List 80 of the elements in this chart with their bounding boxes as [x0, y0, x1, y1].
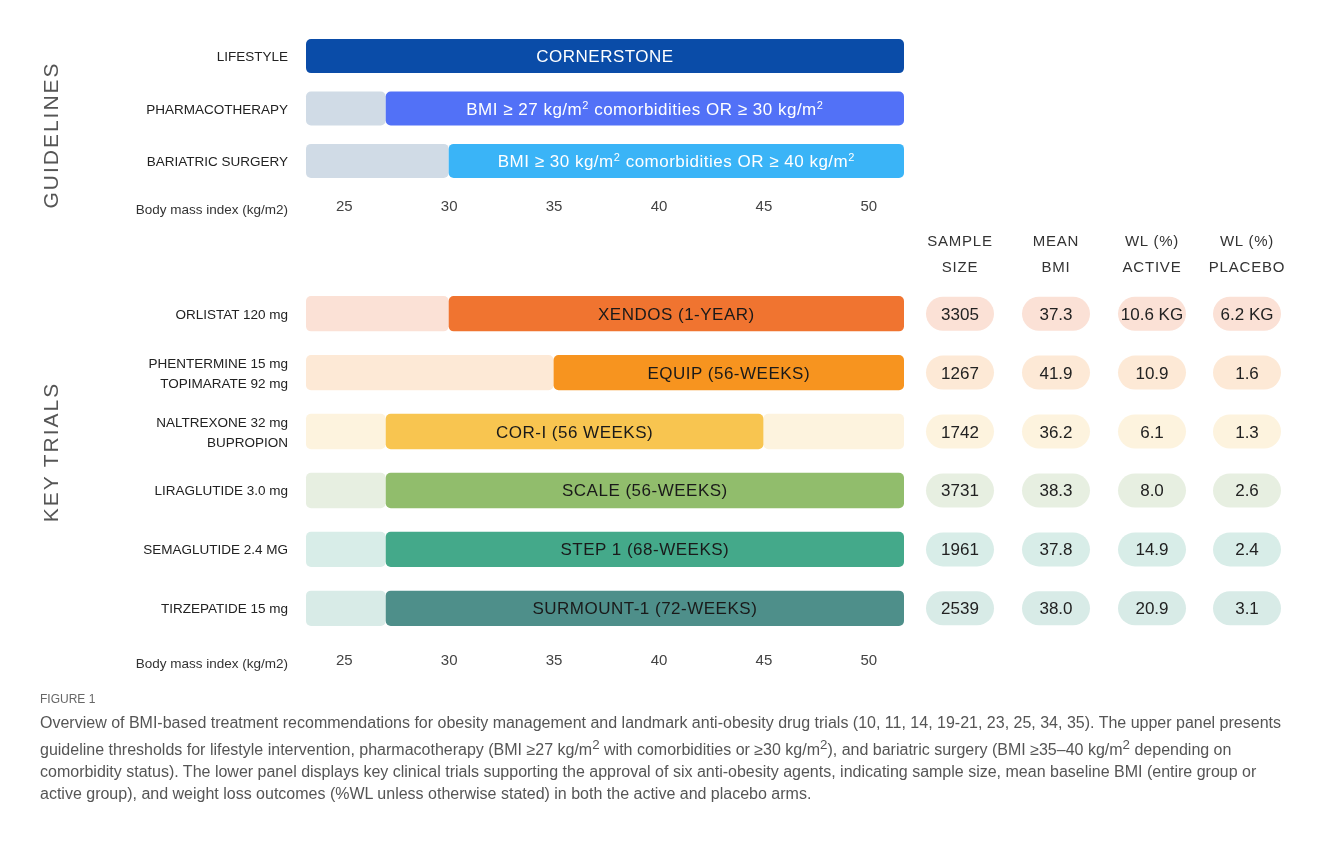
y-tick-label: LIFESTYLE [216, 49, 288, 65]
y-tick-label: LIRAGLUTIDE 3.0 mg [154, 483, 288, 499]
text: 1961 [941, 540, 979, 560]
annotation: BMI ≥ 30 kg/m$^{2}$ comorbidities OR ≥ 40 kg/m$^{2}$ [497, 150, 855, 171]
text: Overview of BMI-based treatment recommendations for obesity management and landmark anti-obesity drug trials (10, 11, 14, 19-21, 23, 25, 34, 35). The upper panel presents guideline thresholds for lifestyle intervention, pharmacotherapy (BMI ≥27 kg/m$^{2}$ with comorbidities or ≥30 kg/m$^{2}$), and bariatric surgery (BMI ≥35–40 kg/m$^{2}$ depending on comorbidity status). The lower panel displays key clinical trials supporting the approval of six anti-obesity agents, indicating sample size, mean baseline BMI (entire group or active group), and weight loss outcomes (%WL unless otherwise stated) in both the active and placebo arms. [40, 714, 1281, 803]
text: 14.9 [1135, 540, 1169, 560]
bar [385, 531, 904, 568]
text: 10.9 [1135, 363, 1169, 383]
bar [385, 413, 764, 450]
text: 3.1 [1235, 599, 1259, 619]
text: 1.6 [1235, 363, 1259, 383]
annotation: XENDOS (1-YEAR) [597, 304, 755, 324]
bar [553, 354, 904, 391]
x-tick-label: 40 [650, 196, 668, 214]
bar [306, 354, 554, 391]
x-tick-label: 50 [860, 650, 878, 668]
y-tick-label: ORLISTAT 120 mg [175, 306, 288, 322]
annotation: BMI ≥ 27 kg/m$^{2}$ comorbidities OR ≥ 30 kg/m$^{2}$ [466, 98, 824, 119]
bar [306, 531, 386, 568]
caption: FIGURE 1 [40, 692, 97, 706]
text: 1267 [941, 363, 979, 383]
text: 3731 [941, 481, 979, 501]
text: 2.6 [1235, 481, 1259, 501]
text: 36.2 [1039, 422, 1073, 442]
bar [385, 590, 904, 626]
x-tick-label: 25 [335, 196, 353, 214]
annotation: CORNERSTONE [536, 47, 674, 67]
text: 38.3 [1039, 481, 1073, 501]
x-tick-label: 30 [440, 650, 458, 668]
bar [448, 296, 904, 332]
y-tick-label: NALTREXONE 32 mg BUPROPION [156, 414, 288, 450]
text: 1742 [941, 422, 979, 442]
text: 3305 [941, 304, 979, 324]
bar [306, 590, 386, 626]
annotation: EQUIP (56-WEEKS) [647, 363, 811, 383]
x-tick-label: 25 [335, 650, 353, 668]
bar [385, 472, 904, 509]
text: 6.1 [1140, 422, 1164, 442]
bar [306, 472, 386, 509]
y-axis-title: GUIDELINES [39, 61, 62, 209]
text: 37.8 [1039, 540, 1073, 560]
text: 2539 [941, 599, 979, 619]
x-tick-label: 40 [650, 650, 668, 668]
bar [763, 413, 904, 450]
annotation: COR-I (56 WEEKS) [495, 422, 654, 442]
annotation: SURMOUNT-1 (72-WEEKS) [532, 599, 758, 619]
x-tick-label: 45 [755, 196, 773, 214]
x-tick-label: 45 [755, 650, 773, 668]
text: 10.6 KG [1120, 304, 1184, 324]
category-label: SAMPLE SIZE [927, 232, 993, 275]
text: 41.9 [1039, 363, 1073, 383]
annotation: STEP 1 (68-WEEKS) [560, 540, 730, 560]
y-tick-label: TIRZEPATIDE 15 mg [160, 601, 288, 617]
x-axis-title: Body mass index (kg/m2) [135, 656, 288, 671]
text: 37.3 [1039, 304, 1073, 324]
bar [306, 91, 386, 126]
category-label: WL (%) PLACEBO [1208, 232, 1286, 275]
category-label: WL (%) ACTIVE [1122, 232, 1182, 275]
x-tick-label: 30 [440, 196, 458, 214]
y-tick-label: SEMAGLUTIDE 2.4 MG [143, 542, 288, 558]
text: 20.9 [1135, 599, 1169, 619]
y-axis-title: KEY TRIALS [39, 381, 62, 523]
bar [306, 143, 449, 178]
x-axis-title: Body mass index (kg/m2) [135, 202, 288, 217]
y-tick-label: PHENTERMINE 15 mg TOPIMARATE 92 mg [148, 355, 288, 391]
y-tick-label: BARIATRIC SURGERY [146, 153, 288, 169]
bar [306, 39, 904, 74]
bar [385, 91, 904, 126]
text: 8.0 [1140, 481, 1164, 501]
text: 2.4 [1235, 540, 1259, 560]
x-tick-label: 50 [860, 196, 878, 214]
text: 1.3 [1235, 422, 1259, 442]
text: 38.0 [1039, 599, 1073, 619]
bar [306, 296, 449, 332]
x-tick-label: 35 [545, 196, 563, 214]
y-tick-label: PHARMACOTHERAPY [146, 101, 288, 117]
category-label: MEAN BMI [1032, 232, 1080, 275]
text: 6.2 KG [1220, 304, 1274, 324]
x-tick-label: 35 [545, 650, 563, 668]
annotation: SCALE (56-WEEKS) [561, 481, 728, 501]
